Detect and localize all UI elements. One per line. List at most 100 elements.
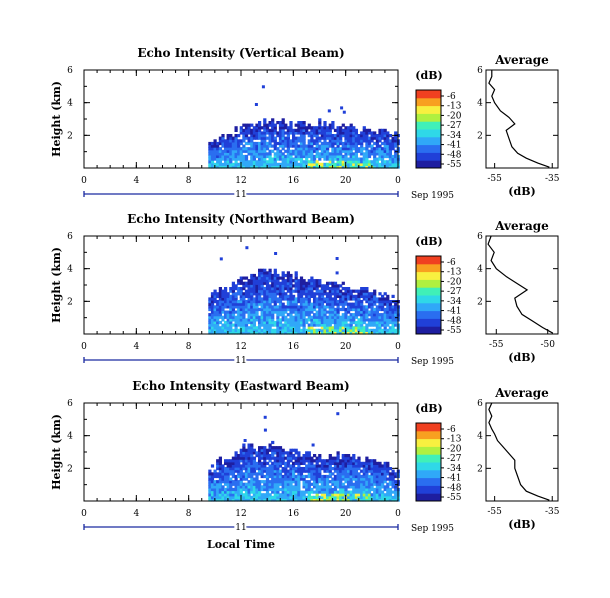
x-tick-1-0: 0	[81, 342, 87, 352]
avg-y-tick-1-1: 4	[477, 265, 483, 275]
y-tick-0-2: 2	[67, 131, 73, 141]
avg-xlabel-1: (dB)	[508, 351, 535, 364]
y-tick-1-0: 6	[67, 232, 73, 242]
cbar-tick-2-1: -13	[447, 435, 462, 445]
cbar-tick-1-6: -48	[447, 316, 462, 326]
cbar-tick-0-3: -27	[447, 121, 462, 131]
y-tick-2-0: 6	[67, 399, 73, 409]
day-label-1: 11	[235, 356, 246, 366]
x-tick-2-4: 16	[288, 509, 300, 519]
day-label-0: 11	[235, 190, 246, 200]
avg-profile-line-2	[488, 402, 550, 501]
cbar-tick-1-4: -34	[447, 297, 462, 307]
x-axis-label: Local Time	[207, 538, 275, 551]
avg-x-tick-2-1: -35	[545, 507, 560, 517]
avg-xlabel-2: (dB)	[508, 518, 535, 531]
date-label-0: Sep 1995	[411, 191, 454, 201]
x-tick-2-3: 12	[235, 509, 246, 519]
cbar-tick-2-2: -20	[447, 444, 462, 454]
avg-profile-line-0	[488, 70, 550, 168]
x-tick-1-3: 12	[235, 342, 246, 352]
x-tick-2-2: 8	[186, 509, 192, 519]
cbar-tick-0-2: -20	[447, 111, 462, 121]
x-tick-0-6: 0	[395, 176, 401, 186]
y-axis-label-1: Height (km)	[50, 247, 63, 323]
x-tick-2-1: 4	[133, 509, 139, 519]
cbar-tick-1-3: -27	[447, 287, 462, 297]
cbar-tick-0-0: -6	[447, 92, 456, 102]
avg-y-tick-1-0: 6	[477, 232, 483, 242]
x-tick-0-2: 8	[186, 176, 192, 186]
cbar-tick-1-7: -55	[447, 326, 462, 336]
colorbar-2	[415, 422, 442, 502]
x-tick-1-1: 4	[133, 342, 139, 352]
cbar-unit-1: (dB)	[415, 235, 442, 248]
avg-x-tick-2-0: -55	[487, 507, 502, 517]
y-tick-1-1: 4	[67, 265, 73, 275]
echo-field-1	[208, 246, 400, 335]
y-axis-label-0: Height (km)	[50, 81, 63, 157]
cbar-unit-2: (dB)	[415, 402, 442, 415]
cbar-tick-2-3: -27	[447, 454, 462, 464]
y-tick-0-1: 4	[67, 99, 73, 109]
x-tick-1-4: 16	[288, 342, 300, 352]
x-tick-0-3: 12	[235, 176, 246, 186]
avg-y-tick-1-2: 2	[477, 297, 483, 307]
x-tick-1-2: 8	[186, 342, 192, 352]
cbar-tick-1-2: -20	[447, 277, 462, 287]
x-tick-2-5: 20	[340, 509, 352, 519]
avg-title-1: Average	[494, 219, 549, 233]
colorbar-1	[415, 255, 442, 335]
avg-title-0: Average	[494, 53, 549, 67]
colorbar-0	[415, 89, 442, 169]
avg-x-tick-1-0: -55	[489, 340, 504, 350]
x-tick-2-6: 0	[395, 509, 401, 519]
echo-field-2	[208, 412, 400, 502]
y-tick-0-0: 6	[67, 66, 73, 76]
cbar-tick-2-0: -6	[447, 425, 456, 435]
avg-y-tick-2-0: 6	[477, 399, 483, 409]
date-label-2: Sep 1995	[411, 524, 454, 534]
x-tick-0-0: 0	[81, 176, 87, 186]
y-axis-label-2: Height (km)	[50, 414, 63, 490]
cbar-tick-0-6: -48	[447, 150, 462, 160]
cbar-tick-2-5: -41	[447, 474, 462, 484]
avg-frame-1	[485, 235, 559, 335]
cbar-tick-0-4: -34	[447, 131, 462, 141]
avg-title-2: Average	[494, 386, 549, 400]
cbar-tick-0-1: -13	[447, 102, 462, 112]
cbar-tick-1-0: -6	[447, 258, 456, 268]
avg-y-tick-0-2: 2	[477, 131, 483, 141]
echo-field-0	[208, 85, 400, 169]
avg-y-tick-2-1: 4	[477, 432, 483, 442]
avg-x-tick-1-1: -50	[540, 340, 555, 350]
x-tick-0-1: 4	[133, 176, 139, 186]
x-tick-0-5: 20	[340, 176, 352, 186]
chart-title-2: Echo Intensity (Eastward Beam)	[132, 379, 349, 393]
avg-frame-2	[485, 402, 559, 502]
avg-x-tick-0-0: -55	[487, 174, 502, 184]
cbar-tick-1-5: -41	[447, 307, 462, 317]
avg-y-tick-0-0: 6	[477, 66, 483, 76]
avg-y-tick-0-1: 4	[477, 99, 483, 109]
y-tick-1-2: 2	[67, 297, 73, 307]
cbar-tick-0-5: -41	[447, 141, 462, 151]
x-tick-1-6: 0	[395, 342, 401, 352]
cbar-unit-0: (dB)	[415, 69, 442, 82]
x-tick-0-4: 16	[288, 176, 300, 186]
avg-x-tick-0-1: -35	[545, 174, 560, 184]
cbar-tick-2-6: -48	[447, 483, 462, 493]
avg-frame-0	[485, 69, 559, 169]
avg-y-tick-2-2: 2	[477, 464, 483, 474]
y-tick-2-1: 4	[67, 432, 73, 442]
x-tick-1-5: 20	[340, 342, 352, 352]
cbar-tick-2-7: -55	[447, 493, 462, 503]
avg-xlabel-0: (dB)	[508, 185, 535, 198]
chart-title-1: Echo Intensity (Northward Beam)	[127, 212, 355, 226]
chart-title-0: Echo Intensity (Vertical Beam)	[137, 46, 344, 60]
day-label-2: 11	[235, 523, 246, 533]
x-tick-2-0: 0	[81, 509, 87, 519]
avg-profile-line-1	[487, 235, 554, 334]
date-label-1: Sep 1995	[411, 357, 454, 367]
